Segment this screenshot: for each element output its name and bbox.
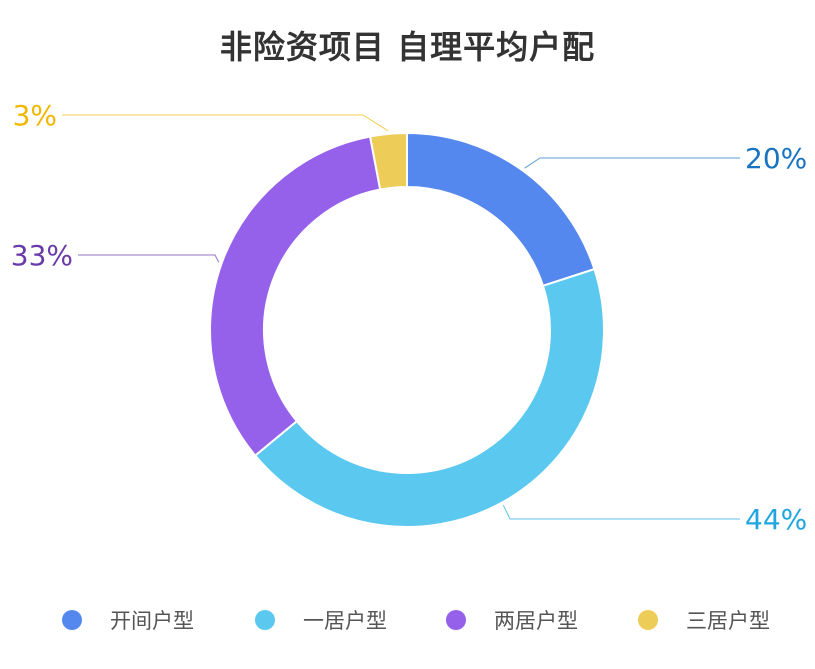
pie-slice[interactable] xyxy=(253,267,605,528)
legend-label: 三居户型 xyxy=(686,609,770,633)
leader-line xyxy=(502,505,740,520)
data-label: 44% xyxy=(745,503,807,536)
leader-lines xyxy=(62,114,740,520)
legend-dot-icon xyxy=(62,610,82,630)
leader-line xyxy=(62,114,389,132)
legend-dot-icon xyxy=(255,610,275,630)
legend-item-three-bedroom[interactable]: 三居户型 xyxy=(638,600,770,640)
chart-title: 非险资项目 自理平均户配 xyxy=(219,28,596,66)
data-labels: 20% 44% 33% 3% xyxy=(11,99,807,536)
legend-item-studio[interactable]: 开间户型 xyxy=(62,600,194,640)
data-label: 3% xyxy=(13,99,57,132)
data-label: 33% xyxy=(11,239,73,272)
legend-label: 开间户型 xyxy=(110,609,194,633)
legend-item-one-bedroom[interactable]: 一居户型 xyxy=(255,600,387,640)
leader-line xyxy=(524,157,740,169)
legend-item-two-bedroom[interactable]: 两居户型 xyxy=(446,600,578,640)
legend-dot-icon xyxy=(638,610,658,630)
pie-slice[interactable] xyxy=(368,131,408,191)
slices xyxy=(209,131,605,528)
leader-line xyxy=(78,254,220,263)
legend-label: 一居户型 xyxy=(303,609,387,633)
legend: 开间户型 一居户型 两居户型 三居户型 xyxy=(0,600,815,640)
legend-label: 两居户型 xyxy=(494,609,578,633)
pie-slice[interactable] xyxy=(209,135,382,457)
pie-slice[interactable] xyxy=(406,131,596,288)
data-label: 20% xyxy=(745,142,807,175)
legend-dot-icon xyxy=(446,610,466,630)
